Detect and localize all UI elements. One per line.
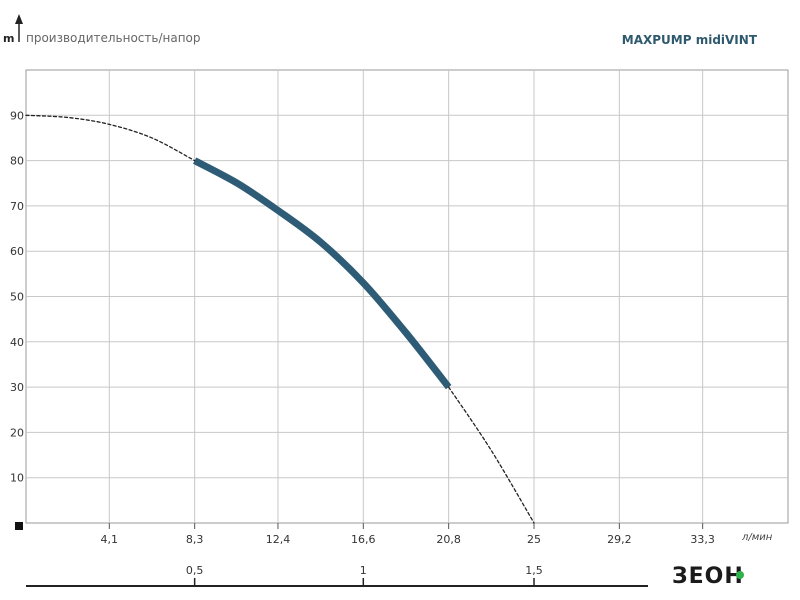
x2-tick-label: 1: [360, 564, 367, 577]
y-axis-ticks: 10 20 30 40 50 60 70 80 90: [10, 109, 24, 484]
x-tick-label: 25: [527, 533, 541, 546]
x-axis-ticks: 4,1 8,3 12,4 16,6 20,8 25 29,2 33,3: [101, 523, 715, 546]
x-unit-label: л/мин: [741, 532, 773, 543]
operating-range-curve: [193, 157, 452, 390]
logo-accent-icon: [736, 571, 744, 579]
logo-text: ЗЕОН: [672, 564, 744, 589]
x-tick-label: 33,3: [690, 533, 715, 546]
y-tick-label: 20: [10, 426, 24, 439]
y-unit-label: m: [3, 32, 14, 45]
x-tick-label: 20,8: [436, 533, 461, 546]
y-tick-label: 60: [10, 245, 24, 258]
secondary-axis-ticks: 0,5 1 1,5: [186, 564, 543, 586]
x-tick-label: 12,4: [266, 533, 291, 546]
chart-subtitle: производительность/напор: [26, 31, 201, 45]
y-axis-arrow-icon: [15, 14, 23, 42]
y-tick-label: 70: [10, 200, 24, 213]
y-tick-label: 10: [10, 472, 24, 485]
y-tick-label: 80: [10, 155, 24, 168]
x2-tick-label: 0,5: [186, 564, 204, 577]
chart-title: MAXPUMP midiVINT: [622, 33, 758, 47]
y-tick-label: 90: [10, 109, 24, 122]
extrapolated-curve: [448, 386, 535, 524]
origin-marker: [15, 522, 23, 530]
x-tick-label: 29,2: [607, 533, 632, 546]
y-tick-label: 50: [10, 291, 24, 304]
x2-tick-label: 1,5: [525, 564, 543, 577]
x-tick-label: 16,6: [351, 533, 376, 546]
series: [25, 114, 535, 524]
y-tick-label: 30: [10, 381, 24, 394]
y-tick-label: 40: [10, 336, 24, 349]
zeon-logo: ЗЕОН: [672, 564, 744, 589]
extrapolated-curve: [25, 114, 196, 162]
x-tick-label: 4,1: [101, 533, 119, 546]
grid: [26, 70, 788, 523]
x-tick-label: 8,3: [186, 533, 204, 546]
